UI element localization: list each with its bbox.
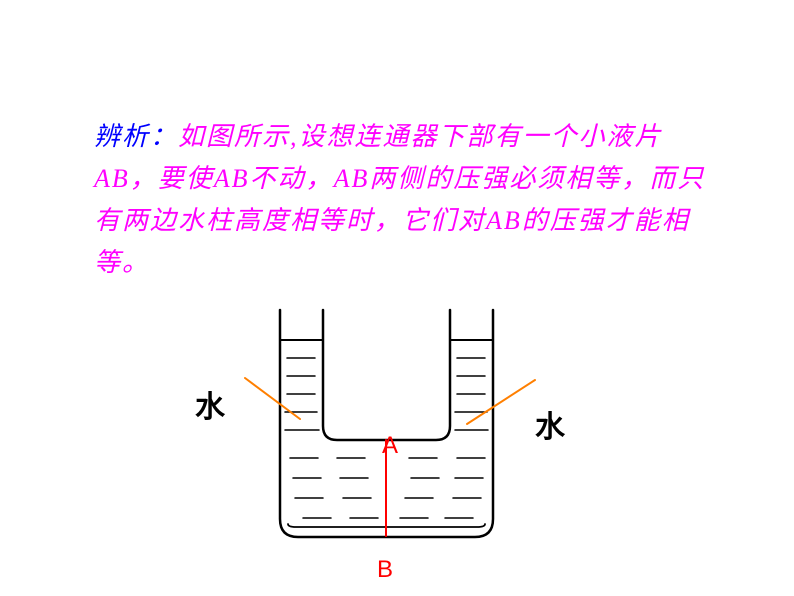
- body-text-3: 不动，: [250, 164, 334, 193]
- ab-ref-3: AB: [334, 164, 370, 193]
- water-label-left: 水: [195, 382, 225, 426]
- prefix-label: 辨析：: [94, 122, 178, 151]
- ab-ref-4: AB: [486, 206, 522, 235]
- point-a-label: A: [382, 432, 398, 460]
- u-tube-diagram: 水 水 A B: [215, 302, 615, 582]
- ab-ref-2: AB: [214, 164, 250, 193]
- body-text-1: 如图所示,设想连通器下部有一个小液片: [178, 122, 663, 151]
- water-label-right: 水: [535, 402, 565, 446]
- ab-ref-1: AB: [94, 164, 130, 193]
- analysis-text: 辨析：如图所示,设想连通器下部有一个小液片AB，要使AB不动，AB两侧的压强必须…: [94, 116, 724, 284]
- point-b-label: B: [377, 556, 393, 584]
- body-text-2: ，要使: [130, 164, 214, 193]
